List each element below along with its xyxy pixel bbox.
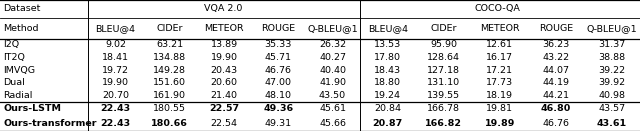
Text: Ours-LSTM: Ours-LSTM	[3, 104, 61, 113]
Text: 46.80: 46.80	[541, 104, 571, 113]
Text: 46.76: 46.76	[543, 119, 570, 128]
Text: Dataset: Dataset	[3, 4, 40, 13]
Text: METEOR: METEOR	[480, 24, 520, 33]
Text: 22.57: 22.57	[209, 104, 239, 113]
Text: 16.17: 16.17	[486, 53, 513, 62]
Text: METEOR: METEOR	[204, 24, 244, 33]
Text: 151.60: 151.60	[153, 78, 186, 87]
Text: COCO-QA: COCO-QA	[475, 4, 521, 13]
Text: 45.61: 45.61	[319, 104, 346, 113]
Text: 20.70: 20.70	[102, 91, 129, 100]
Text: 44.19: 44.19	[543, 78, 570, 87]
Text: 45.66: 45.66	[319, 119, 346, 128]
Text: 49.31: 49.31	[265, 119, 292, 128]
Text: 134.88: 134.88	[153, 53, 186, 62]
Text: 161.90: 161.90	[153, 91, 186, 100]
Text: Q-BLEU@1: Q-BLEU@1	[307, 24, 358, 33]
Text: 43.61: 43.61	[597, 119, 627, 128]
Text: CIDEr: CIDEr	[431, 24, 457, 33]
Text: 22.54: 22.54	[211, 119, 237, 128]
Text: 9.02: 9.02	[105, 40, 126, 49]
Text: 48.10: 48.10	[265, 91, 292, 100]
Text: 20.60: 20.60	[211, 78, 237, 87]
Text: 18.19: 18.19	[486, 91, 513, 100]
Text: 36.23: 36.23	[542, 40, 570, 49]
Text: 166.78: 166.78	[428, 104, 460, 113]
Text: Radial: Radial	[3, 91, 33, 100]
Text: Method: Method	[3, 24, 38, 33]
Text: 20.84: 20.84	[374, 104, 401, 113]
Text: Q-BLEU@1: Q-BLEU@1	[587, 24, 637, 33]
Text: 40.27: 40.27	[319, 53, 346, 62]
Text: 38.88: 38.88	[598, 53, 625, 62]
Text: 26.32: 26.32	[319, 40, 346, 49]
Text: ROUGE: ROUGE	[261, 24, 295, 33]
Text: 19.89: 19.89	[484, 119, 515, 128]
Text: 13.89: 13.89	[211, 40, 237, 49]
Text: 47.00: 47.00	[265, 78, 292, 87]
Text: 139.55: 139.55	[428, 91, 460, 100]
Text: 22.43: 22.43	[100, 119, 131, 128]
Text: 19.81: 19.81	[486, 104, 513, 113]
Text: 19.24: 19.24	[374, 91, 401, 100]
Text: CIDEr: CIDEr	[156, 24, 183, 33]
Text: BLEU@4: BLEU@4	[368, 24, 408, 33]
Text: 18.43: 18.43	[374, 66, 401, 75]
Text: VQA 2.0: VQA 2.0	[204, 4, 242, 13]
Text: 20.87: 20.87	[372, 119, 403, 128]
Text: 13.53: 13.53	[374, 40, 401, 49]
Text: 40.40: 40.40	[319, 66, 346, 75]
Text: Ours-transformer: Ours-transformer	[3, 119, 97, 128]
Text: 17.73: 17.73	[486, 78, 513, 87]
Text: 40.98: 40.98	[598, 91, 625, 100]
Text: Dual: Dual	[3, 78, 25, 87]
Text: 17.80: 17.80	[374, 53, 401, 62]
Text: 19.90: 19.90	[102, 78, 129, 87]
Text: 131.10: 131.10	[428, 78, 460, 87]
Text: 19.90: 19.90	[211, 53, 237, 62]
Text: 39.22: 39.22	[598, 66, 625, 75]
Text: 95.90: 95.90	[430, 40, 457, 49]
Text: 149.28: 149.28	[153, 66, 186, 75]
Text: 31.37: 31.37	[598, 40, 625, 49]
Text: 46.76: 46.76	[265, 66, 292, 75]
Text: 128.64: 128.64	[428, 53, 460, 62]
Text: 44.21: 44.21	[543, 91, 570, 100]
Text: 35.33: 35.33	[264, 40, 292, 49]
Text: 20.43: 20.43	[211, 66, 237, 75]
Text: 22.43: 22.43	[100, 104, 131, 113]
Text: 45.71: 45.71	[265, 53, 292, 62]
Text: 166.82: 166.82	[425, 119, 462, 128]
Text: 17.21: 17.21	[486, 66, 513, 75]
Text: 63.21: 63.21	[156, 40, 183, 49]
Text: 44.07: 44.07	[543, 66, 570, 75]
Text: ROUGE: ROUGE	[539, 24, 573, 33]
Text: 41.90: 41.90	[319, 78, 346, 87]
Text: IT2Q: IT2Q	[3, 53, 25, 62]
Text: 21.40: 21.40	[211, 91, 237, 100]
Text: 12.61: 12.61	[486, 40, 513, 49]
Text: 19.72: 19.72	[102, 66, 129, 75]
Text: 49.36: 49.36	[263, 104, 293, 113]
Text: 43.57: 43.57	[598, 104, 625, 113]
Text: 43.22: 43.22	[542, 53, 570, 62]
Text: 18.80: 18.80	[374, 78, 401, 87]
Text: 18.41: 18.41	[102, 53, 129, 62]
Text: IMVQG: IMVQG	[3, 66, 35, 75]
Text: I2Q: I2Q	[3, 40, 19, 49]
Text: 180.66: 180.66	[151, 119, 188, 128]
Text: 180.55: 180.55	[153, 104, 186, 113]
Text: 43.50: 43.50	[319, 91, 346, 100]
Text: 39.92: 39.92	[598, 78, 625, 87]
Text: BLEU@4: BLEU@4	[95, 24, 136, 33]
Text: 127.18: 127.18	[428, 66, 460, 75]
